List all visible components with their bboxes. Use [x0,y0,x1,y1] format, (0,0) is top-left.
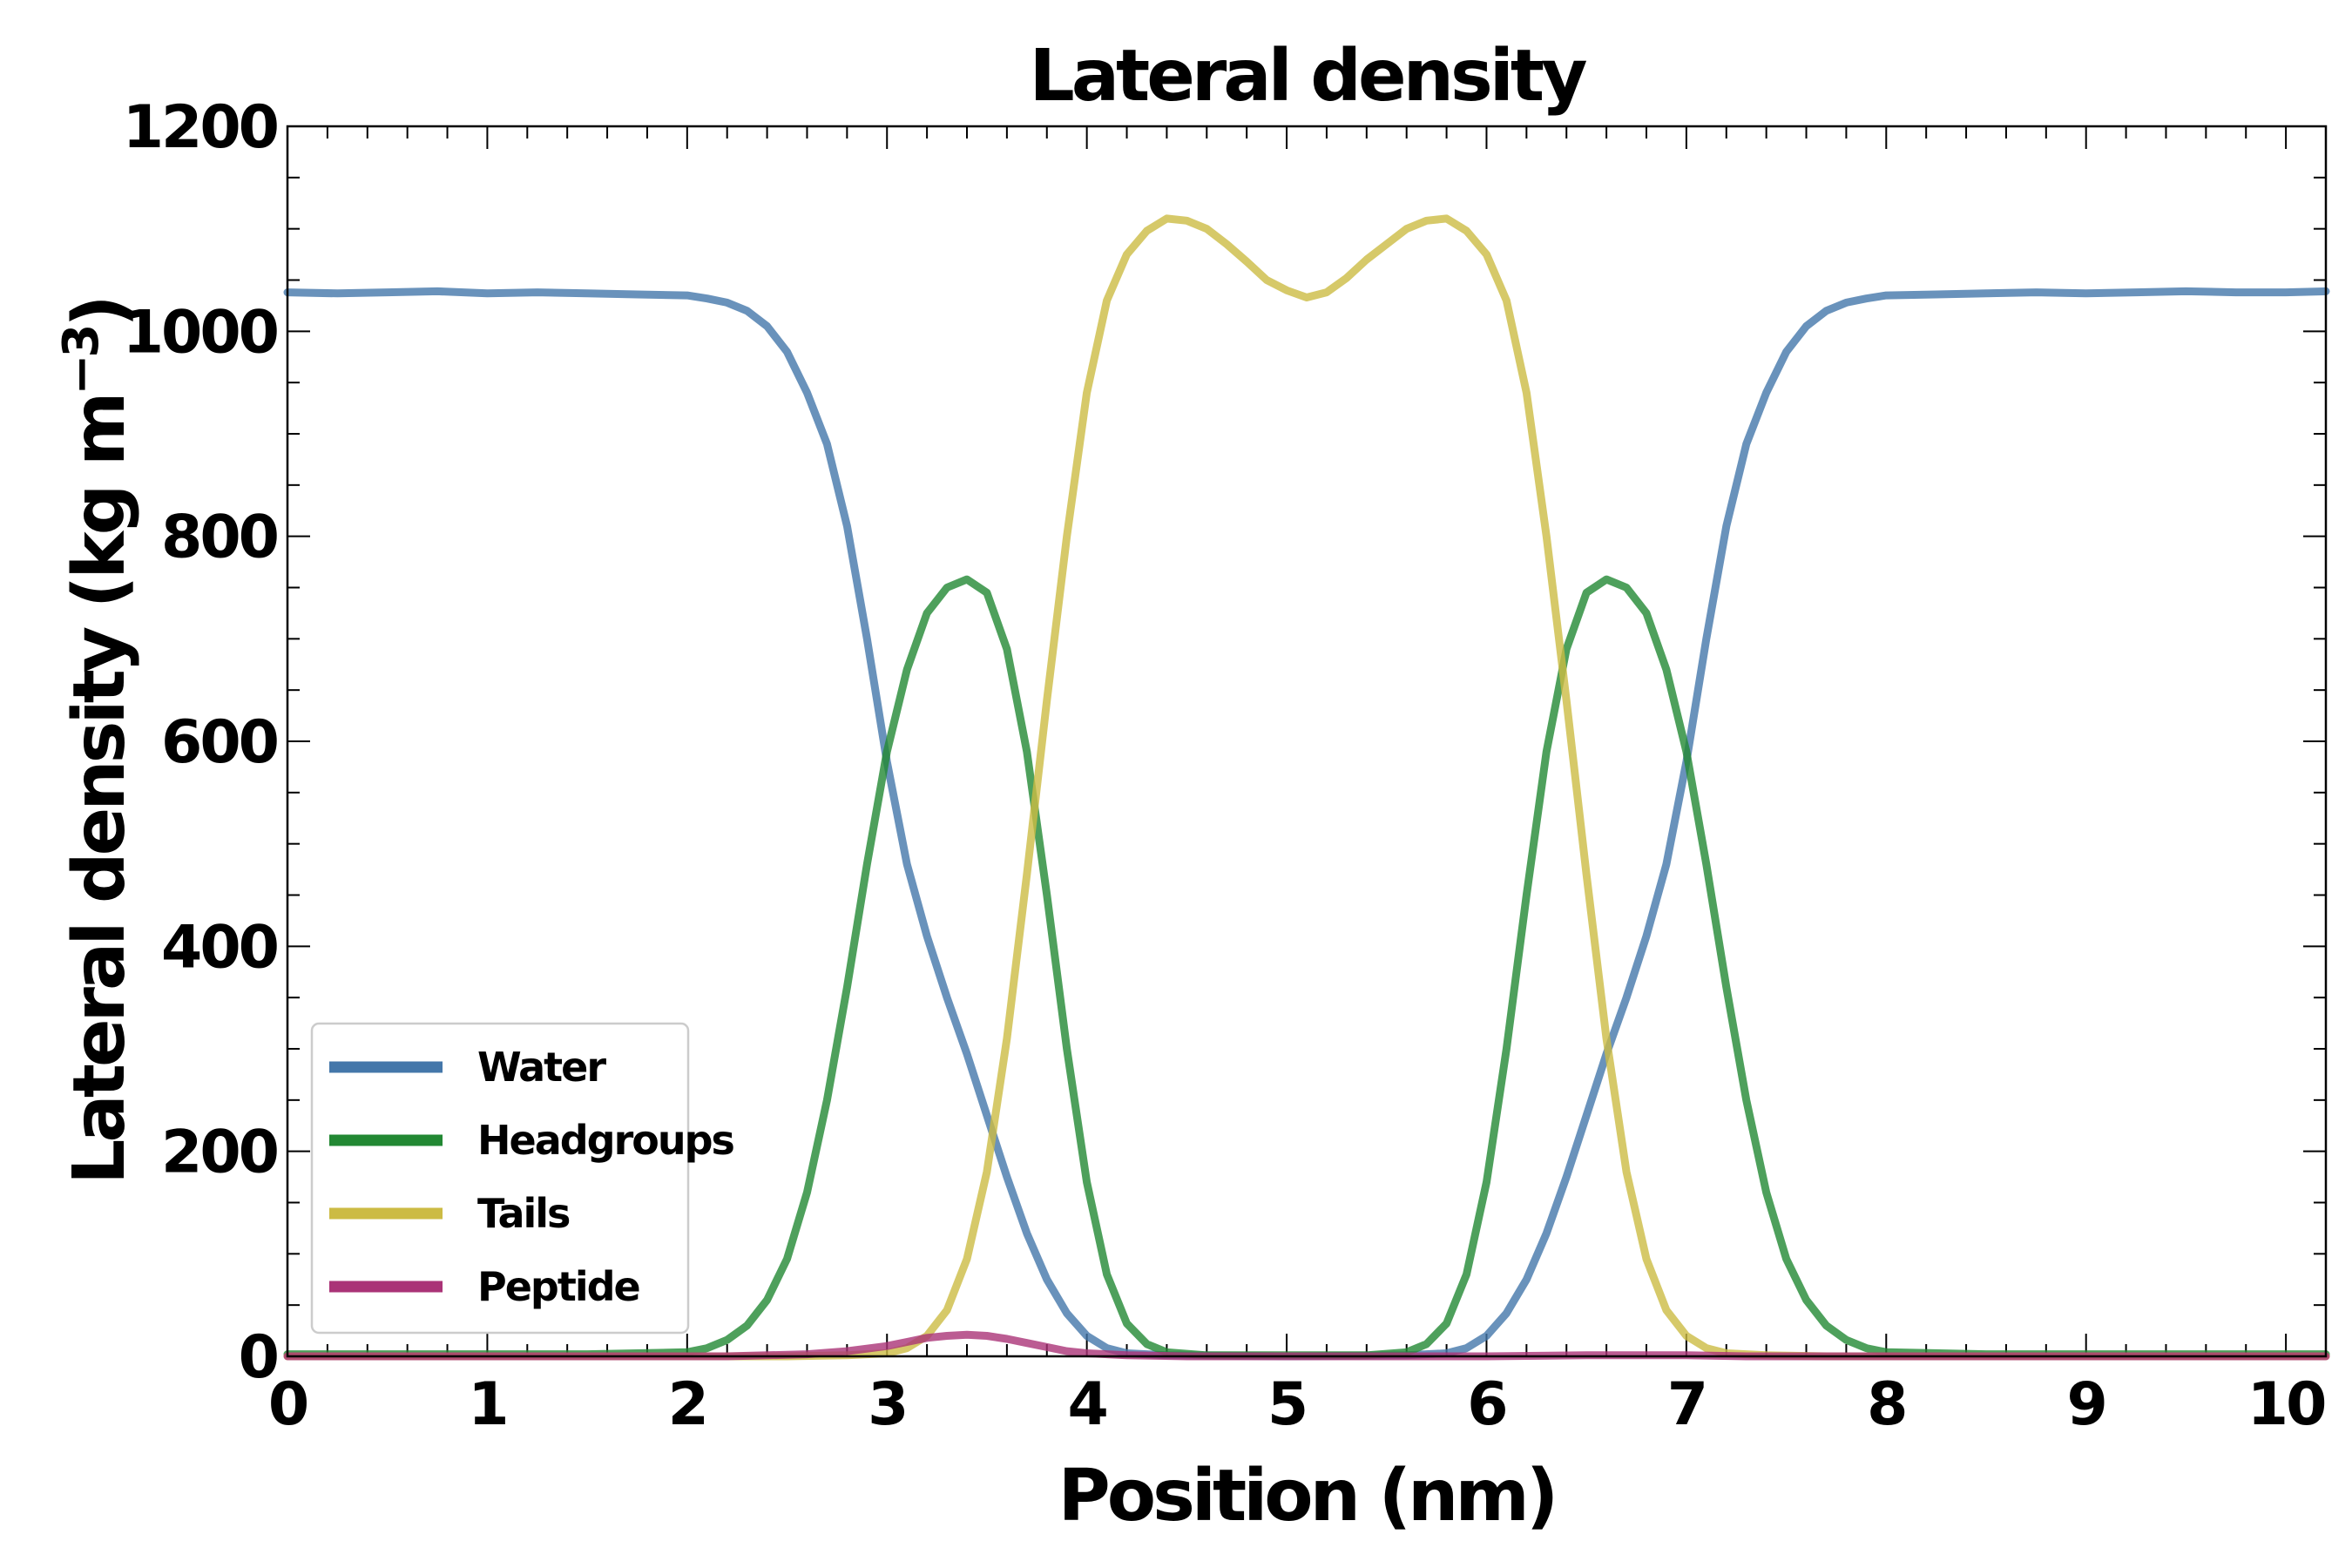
y-tick-label: 200 [161,1119,278,1187]
chart-title: Lateral density [1029,35,1586,118]
legend-label-tails: Tails [477,1190,570,1237]
x-tick-label: 10 [2247,1370,2325,1439]
x-axis-label: Position (nm) [1058,1455,1556,1538]
x-tick-label: 4 [1067,1370,1106,1439]
x-tick-label: 0 [268,1370,308,1439]
series-line-tails [283,214,2330,1361]
y-tick-labels: 0 200 400 600 800 1000 1200 [123,93,280,1392]
x-tick-label: 7 [1667,1370,1706,1439]
legend-label-water: Water [477,1044,606,1091]
x-tick-label: 1 [468,1370,506,1439]
x-tick-label: 8 [1867,1370,1905,1439]
y-axis-label: Lateral density (kg m−3) [53,298,141,1185]
x-tick-label: 6 [1467,1370,1505,1439]
x-tick-label: 2 [668,1370,706,1439]
x-tick-label: 5 [1267,1370,1306,1439]
y-tick-label: 400 [161,913,278,982]
x-tick-label: 9 [2067,1370,2105,1439]
x-tick-label: 3 [868,1370,906,1439]
y-tick-label: 1200 [123,93,278,162]
y-axis-label-exponent: −3 [53,328,110,395]
y-axis-label-main: Lateral density (kg m [58,395,141,1185]
y-tick-label: 1000 [123,298,278,367]
legend-box [310,1022,690,1335]
plot-frame [286,125,2328,1358]
legend: Water Headgroups Tails Peptide [310,1022,736,1335]
legend-label-peptide: Peptide [477,1263,639,1310]
legend-label-headgroups: Headgroups [477,1117,734,1164]
y-tick-label: 0 [239,1323,278,1392]
y-tick-label: 800 [161,504,278,572]
x-tick-labels: 0 1 2 3 4 5 6 7 8 9 10 [268,1370,2328,1439]
series-line-peptide [283,1330,2330,1361]
y-tick-label: 600 [161,708,278,777]
y-axis-label-close: ) [58,298,141,327]
